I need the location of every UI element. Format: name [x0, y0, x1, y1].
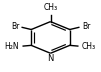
Text: Br: Br	[11, 22, 19, 31]
Text: N: N	[47, 54, 54, 63]
Text: CH₃: CH₃	[82, 42, 96, 51]
Text: H₂N: H₂N	[5, 42, 19, 51]
Text: CH₃: CH₃	[43, 3, 58, 12]
Text: Br: Br	[82, 22, 90, 31]
